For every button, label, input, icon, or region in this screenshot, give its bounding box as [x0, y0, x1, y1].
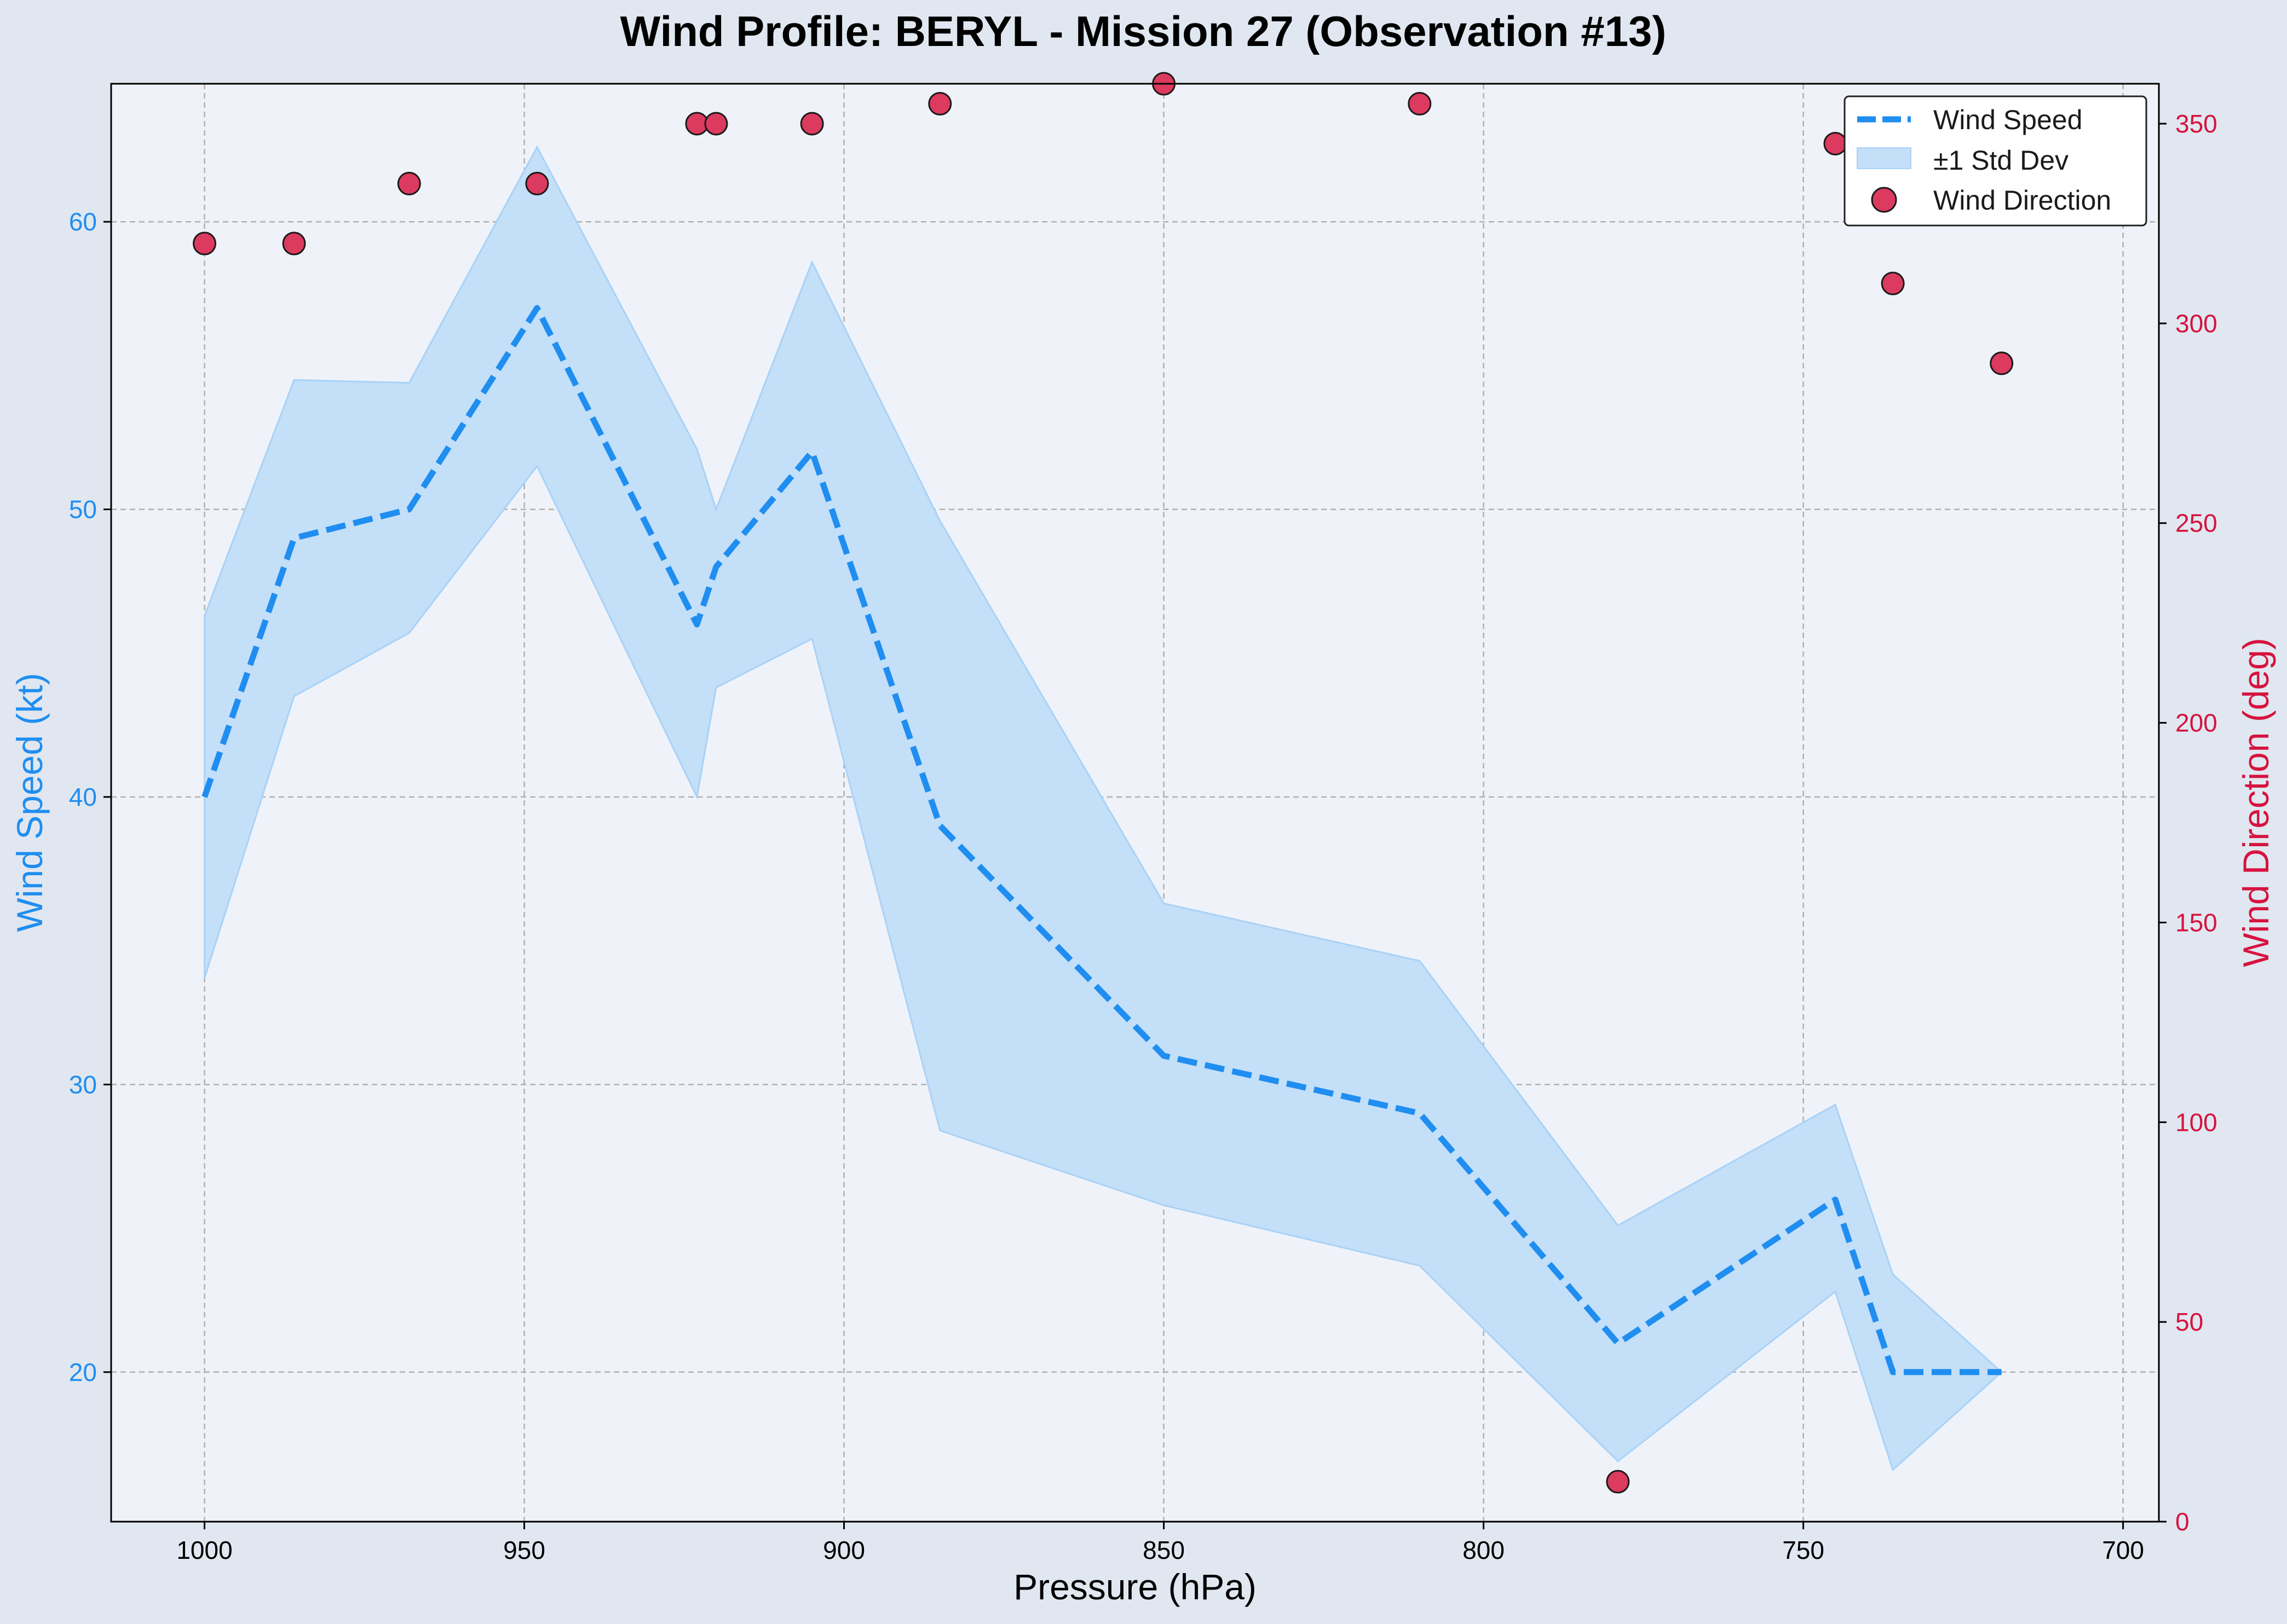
x-tick-label: 800	[1462, 1536, 1505, 1564]
legend-label-wind-speed: Wind Speed	[1933, 105, 2082, 135]
std-dev-band	[204, 145, 2003, 1472]
y2-tick-label: 150	[2175, 908, 2217, 937]
wind-direction-point	[193, 232, 217, 256]
y-axis-label: Wind Speed (kt)	[9, 673, 50, 932]
x-tick-label: 750	[1782, 1536, 1824, 1564]
legend: Wind Speed ±1 Std Dev Wind Direction	[1844, 95, 2147, 227]
wind-direction-point	[1990, 351, 2014, 375]
wind-speed-line	[201, 305, 2002, 1376]
x-tick-label: 1000	[176, 1536, 232, 1564]
legend-label-wind-direction: Wind Direction	[1933, 185, 2111, 216]
wind-speed-series-line	[201, 305, 2002, 1376]
y-tick-label: 60	[69, 207, 97, 236]
y2-tick-label: 100	[2175, 1108, 2217, 1136]
legend-marker-swatch	[1871, 187, 1897, 213]
y-tick-label: 30	[69, 1070, 97, 1099]
x-tick-label: 950	[503, 1536, 545, 1564]
y2-axis-ticks: 0 50 100 150 200 250 300 350	[2159, 109, 2217, 1536]
x-tick-label: 900	[823, 1536, 865, 1564]
wind-direction-point	[525, 171, 549, 195]
x-tick-label: 700	[2102, 1536, 2144, 1564]
y2-axis-label: Wind Direction (deg)	[2236, 638, 2276, 967]
y2-tick-label: 350	[2175, 109, 2217, 138]
y-tick-label: 20	[69, 1358, 97, 1386]
wind-direction-point	[282, 232, 306, 256]
y2-tick-label: 0	[2175, 1507, 2190, 1536]
y-axis-ticks: 20 30 40 50 60	[69, 207, 111, 1386]
wind-direction-point	[704, 112, 728, 136]
y2-tick-label: 200	[2175, 709, 2217, 737]
y2-tick-label: 50	[2175, 1308, 2203, 1336]
x-axis-label: Pressure (hPa)	[1013, 1567, 1257, 1607]
y2-tick-label: 300	[2175, 309, 2217, 338]
x-axis-ticks: 1000 950 900 850 800 750 700	[176, 1522, 2144, 1564]
wind-direction-points	[193, 72, 2014, 1494]
plot-frame	[110, 83, 2160, 1523]
y-tick-label: 50	[69, 495, 97, 524]
std-dev-band-area	[204, 145, 2003, 1472]
wind-direction-point	[397, 171, 421, 195]
wind-direction-point	[1881, 271, 1905, 296]
wind-direction-point	[1606, 1470, 1630, 1494]
y2-tick-label: 250	[2175, 509, 2217, 538]
chart-title: Wind Profile: BERYL - Mission 27 (Observ…	[620, 7, 1667, 55]
x-tick-label: 850	[1143, 1536, 1185, 1564]
legend-label-std-dev: ±1 Std Dev	[1933, 145, 2069, 176]
legend-band-swatch	[1857, 147, 1911, 169]
wind-direction-point	[928, 91, 952, 115]
wind-direction-point	[1408, 91, 1432, 115]
y-tick-label: 40	[69, 783, 97, 811]
wind-direction-point	[1823, 131, 1847, 155]
legend-box	[1844, 95, 2147, 227]
wind-direction-point	[800, 112, 824, 136]
